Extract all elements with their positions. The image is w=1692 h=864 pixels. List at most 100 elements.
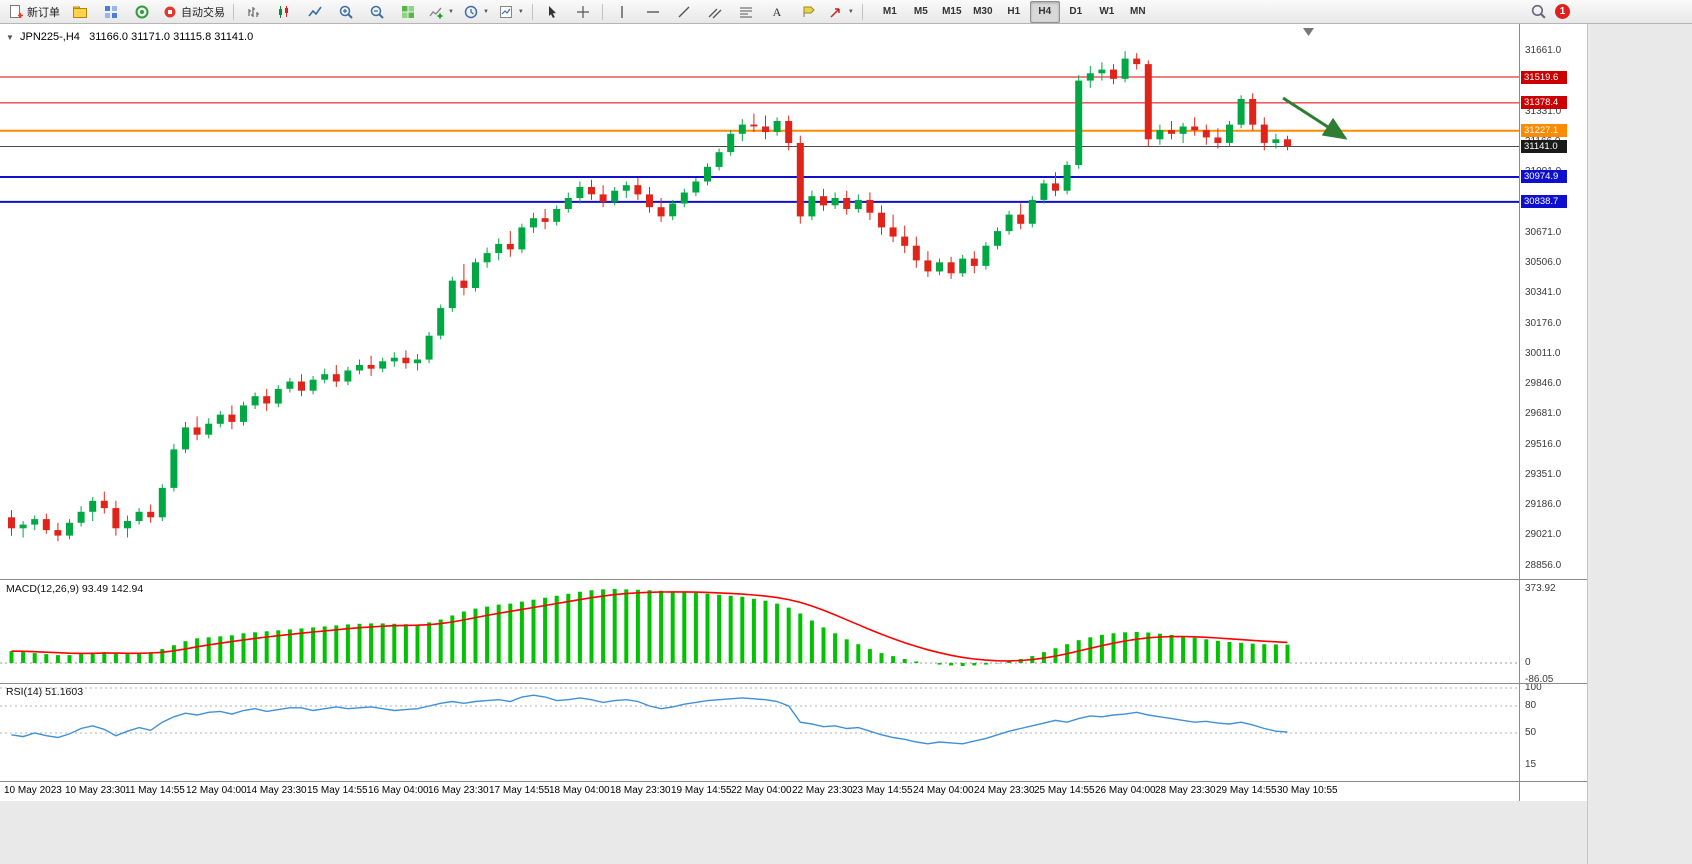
y-axis-label: 31661.0	[1525, 45, 1562, 56]
crosshair-button[interactable]	[568, 1, 598, 23]
zoom-out-icon	[369, 4, 385, 20]
trendline-button[interactable]	[669, 1, 699, 23]
channel-icon	[707, 4, 723, 20]
rsi-axis-label: 100	[1525, 682, 1542, 693]
y-axis-label: 29186.0	[1525, 499, 1562, 510]
channel-button[interactable]	[700, 1, 730, 23]
price-line-badge: 31519.6	[1521, 71, 1567, 84]
timeframe-w1[interactable]: W1	[1099, 6, 1115, 17]
price-axis-divider	[1519, 24, 1520, 801]
periods-button[interactable]: ▼	[459, 1, 493, 23]
chart-canvas[interactable]	[0, 24, 1519, 579]
indicators-button[interactable]: ▼	[424, 1, 458, 23]
panel-divider[interactable]	[0, 579, 1587, 580]
macd-label: MACD(12,26,9) 93.49 142.94	[6, 583, 144, 595]
toolbar-separator	[233, 3, 234, 20]
x-axis-label: 28 May 23:30	[1155, 785, 1216, 796]
bar-chart-button[interactable]	[238, 1, 268, 23]
symbol-name: JPN225-,H4	[19, 31, 80, 43]
y-axis-label: 29021.0	[1525, 529, 1562, 540]
zoom-in-button[interactable]	[331, 1, 361, 23]
periods-icon	[463, 4, 479, 20]
panel-divider[interactable]	[0, 683, 1587, 684]
time-axis[interactable]: 10 May 2023 10 May 23:30 11 May 14:55 12 Ma…	[0, 782, 1586, 801]
app-toolbar: 新订单 自动交易 ▼ ▼ ▼ A ▼ M1 M5 M15 M30 H1 H4 D1 W1 MN …	[0, 0, 1692, 24]
macd-panel[interactable]	[0, 579, 1519, 683]
timeframe-d1[interactable]: D1	[1069, 6, 1083, 17]
rsi-axis-label: 15	[1525, 759, 1537, 770]
y-axis-label: 31331.0	[1525, 106, 1562, 117]
line-chart-button[interactable]	[300, 1, 330, 23]
timeframe-h1[interactable]: H1	[1007, 6, 1021, 17]
new-order-button[interactable]: 新订单	[4, 1, 64, 23]
x-axis-label: 19 May 14:55	[671, 785, 732, 796]
x-axis-label: 14 May 23:30	[246, 785, 307, 796]
timeframe-m15[interactable]: M15	[942, 6, 962, 17]
y-axis-label: 28856.0	[1525, 560, 1562, 571]
bar-chart-icon	[245, 4, 261, 20]
x-axis-label: 30 May 10:55	[1277, 785, 1338, 796]
x-axis-label: 10 May 2023	[4, 785, 62, 796]
x-axis-label: 16 May 04:00	[368, 785, 429, 796]
rsi-panel[interactable]	[0, 683, 1519, 781]
candlestick-chart-icon	[276, 4, 292, 20]
x-axis-label: 29 May 14:55	[1216, 785, 1277, 796]
fibonacci-icon	[738, 4, 754, 20]
arrows-tool-button[interactable]: ▼	[824, 1, 858, 23]
zoom-in-icon	[338, 4, 354, 20]
chart-profile-button[interactable]	[65, 1, 95, 23]
timeframe-m5[interactable]: M5	[913, 6, 928, 17]
indicators-icon	[428, 4, 444, 20]
trendline-icon	[676, 4, 692, 20]
x-axis-label: 15 May 14:55	[307, 785, 368, 796]
chart-window: ▼ JPN225-,H4 31166.0 31171.0 31115.8 311…	[0, 24, 1692, 864]
navigator-button[interactable]	[127, 1, 157, 23]
price-axis[interactable]: 31661.031496.031331.031166.031001.030836…	[1520, 24, 1586, 801]
toolbar-separator	[601, 3, 603, 20]
x-axis-label: 16 May 23:30	[428, 785, 489, 796]
collapse-triangle-icon[interactable]: ▼	[6, 33, 14, 42]
timeframe-m1[interactable]: M1	[882, 6, 897, 17]
vertical-line-button[interactable]	[607, 1, 637, 23]
y-axis-label: 30011.0	[1525, 348, 1561, 359]
chart-shift-marker	[1303, 28, 1314, 36]
label-tool-button[interactable]	[793, 1, 823, 23]
market-watch-button[interactable]	[96, 1, 126, 23]
rsi-label: RSI(14) 51.1603	[6, 686, 84, 698]
x-axis-label: 22 May 04:00	[731, 785, 792, 796]
line-chart-icon	[307, 4, 323, 20]
x-axis-label: 11 May 14:55	[125, 785, 185, 796]
horizontal-line-button[interactable]	[638, 1, 668, 23]
price-line-badge: 30838.7	[1521, 195, 1567, 208]
ohlc-values: 31166.0 31171.0 31115.8 31141.0	[89, 31, 254, 43]
price-line-badge: 31378.4	[1521, 96, 1567, 109]
templates-button[interactable]: ▼	[494, 1, 528, 23]
candlestick-chart-button[interactable]	[269, 1, 299, 23]
autotrading-button[interactable]: 自动交易	[158, 1, 229, 23]
rsi-axis-label: 80	[1525, 700, 1537, 711]
autotrading-label: 自动交易	[181, 6, 225, 19]
zoom-out-button[interactable]	[362, 1, 392, 23]
timeframe-group: M1 M5 M15 M30 H1 H4 D1 W1 MN	[875, 0, 1153, 23]
toolbar-right-group: 1	[1530, 3, 1570, 20]
tile-windows-button[interactable]	[393, 1, 423, 23]
y-axis-label: 30176.0	[1525, 318, 1562, 329]
arrows-icon	[828, 4, 844, 20]
x-axis-label: 24 May 23:30	[974, 785, 1035, 796]
chevron-down-icon: ▼	[448, 8, 454, 15]
x-axis-label: 24 May 04:00	[913, 785, 974, 796]
x-axis-label: 23 May 14:55	[852, 785, 913, 796]
notification-badge[interactable]: 1	[1555, 4, 1570, 19]
text-tool-button[interactable]: A	[762, 1, 792, 23]
symbol-header: ▼ JPN225-,H4 31166.0 31171.0 31115.8 311…	[6, 31, 253, 43]
price-line-badge: 30974.9	[1521, 170, 1567, 183]
timeframe-mn[interactable]: MN	[1130, 6, 1146, 17]
rsi-axis-label: 50	[1525, 727, 1537, 738]
cursor-button[interactable]	[537, 1, 567, 23]
fibonacci-button[interactable]	[731, 1, 761, 23]
timeframe-m30[interactable]: M30	[973, 6, 993, 17]
search-icon[interactable]	[1530, 3, 1547, 20]
price-line-badge: 31141.0	[1521, 140, 1567, 153]
macd-axis-label: 0	[1525, 657, 1531, 668]
timeframe-h4[interactable]: H4	[1029, 0, 1060, 23]
